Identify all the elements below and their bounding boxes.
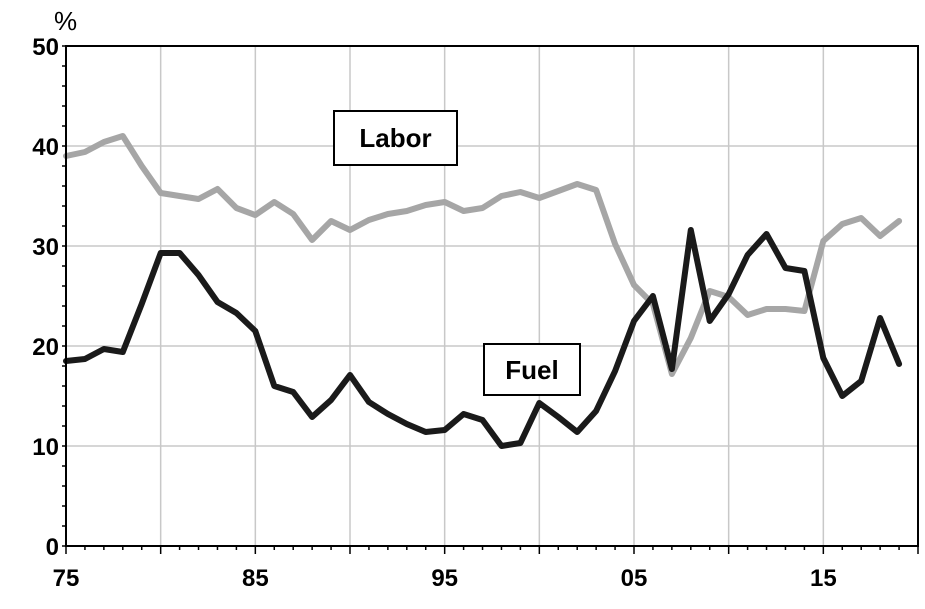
labor-label-text: Labor [359, 123, 431, 153]
x-tick-label: 75 [53, 565, 80, 592]
x-tick-label: 15 [810, 565, 837, 592]
y-tick-label: 10 [32, 434, 59, 461]
labor-series-label: Labor [333, 110, 458, 166]
y-tick-label: 40 [32, 134, 59, 161]
series-line-labor [63, 133, 903, 377]
y-axis-unit-label: % [54, 6, 77, 36]
plot-frame [65, 45, 919, 547]
fuel-series-label: Fuel [483, 343, 581, 396]
axis-tick-labels: 0 10 20 30 40 50 75 85 95 05 15 [32, 34, 836, 592]
y-tick-label: 50 [32, 34, 59, 61]
fuel-label-text: Fuel [505, 355, 558, 385]
axis-ticks [62, 45, 919, 554]
series-lines [63, 133, 903, 449]
fuel-label-box [483, 343, 581, 396]
series-line-fuel [63, 227, 903, 449]
y-tick-label: 20 [32, 334, 59, 361]
x-tick-label: 95 [431, 565, 458, 592]
labor-label-box [333, 110, 458, 166]
y-tick-label: 30 [32, 234, 59, 261]
x-tick-label: 85 [242, 565, 269, 592]
gridlines [66, 46, 918, 546]
y-tick-label: 0 [46, 534, 59, 561]
x-tick-label: 05 [621, 565, 648, 592]
